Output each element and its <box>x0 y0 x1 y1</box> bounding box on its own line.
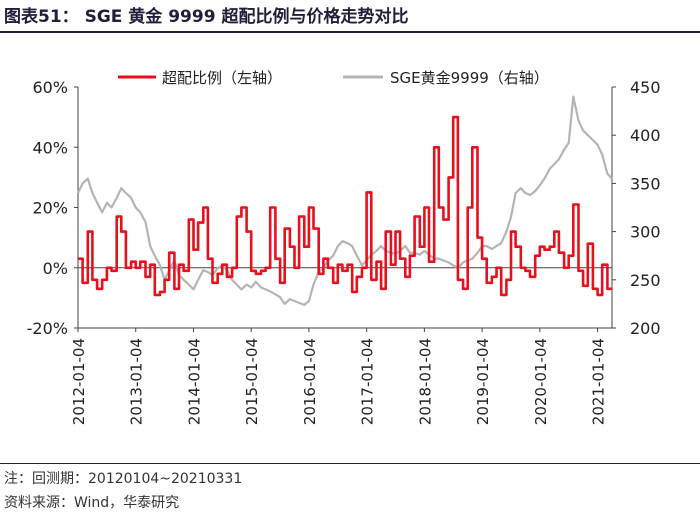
right-tick-label: 200 <box>630 319 661 338</box>
x-tick-label: 2012-01-04 <box>70 338 88 425</box>
right-tick-label: 450 <box>630 78 661 97</box>
left-tick-label: 60% <box>32 78 68 97</box>
x-tick-label: 2021-01-04 <box>590 338 608 425</box>
left-tick-label: 0% <box>43 259 68 278</box>
footer-divider <box>0 463 700 464</box>
x-tick-label: 2020-01-04 <box>532 338 550 425</box>
gold-price-line <box>77 95 613 306</box>
legend: 超配比例（左轴） SGE黄金9999（右轴） <box>118 69 549 87</box>
overweight-series-layer <box>78 115 612 297</box>
legend-label-overweight: 超配比例（左轴） <box>162 69 282 87</box>
right-tick-label: 250 <box>630 271 661 290</box>
right-tick-label: 400 <box>630 126 661 145</box>
chart-canvas: -20% 0% 20% 40% 60% 200 250 300 350 400 450 2012-01… <box>27 69 661 425</box>
title-divider <box>0 31 700 33</box>
left-tick-label: 40% <box>32 138 68 157</box>
x-tick-label: 2019-01-04 <box>474 338 492 425</box>
right-tick-label: 350 <box>630 174 661 193</box>
x-tick-label: 2014-01-04 <box>185 338 203 425</box>
legend-label-gold: SGE黄金9999（右轴） <box>390 69 549 87</box>
left-tick-label: -20% <box>27 319 68 338</box>
footnote-period: 注：回测期：20120104~20210331 <box>4 471 243 487</box>
x-tick-label: 2016-01-04 <box>301 338 319 425</box>
x-tick-label: 2018-01-04 <box>416 338 434 425</box>
left-tick-label: 20% <box>32 199 68 218</box>
x-tick-label: 2015-01-04 <box>243 338 261 425</box>
gold-series-layer <box>77 95 613 306</box>
x-tick-label: 2013-01-04 <box>128 338 146 425</box>
right-tick-label: 300 <box>630 223 661 242</box>
axes-layer: -20% 0% 20% 40% 60% 200 250 300 350 400 450 2012-01… <box>27 78 661 425</box>
chart-title: 图表51： SGE 黄金 9999 超配比例与价格走势对比 <box>4 7 409 27</box>
footnote-source: 资料来源：Wind，华泰研究 <box>4 495 180 511</box>
overweight-ratio-line <box>78 115 612 297</box>
x-tick-label: 2017-01-04 <box>359 338 377 425</box>
